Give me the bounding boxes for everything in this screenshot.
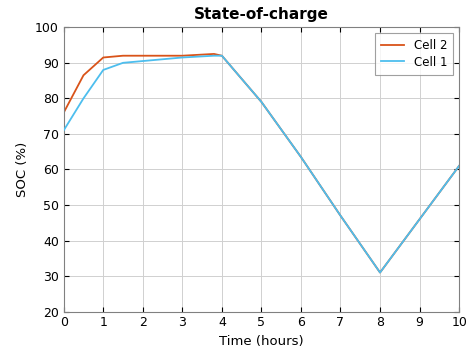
Cell 1 [417, 217, 422, 222]
Y-axis label: SOC (%): SOC (%) [17, 142, 29, 197]
Cell 2 [120, 54, 126, 58]
Cell 1 [61, 128, 66, 132]
Title: State-of-charge: State-of-charge [194, 7, 329, 22]
Cell 2 [456, 164, 462, 168]
Cell 1 [81, 96, 86, 100]
X-axis label: Time (hours): Time (hours) [219, 335, 304, 348]
Legend: Cell 2, Cell 1: Cell 2, Cell 1 [375, 33, 453, 75]
Cell 2 [61, 110, 66, 115]
Cell 2 [337, 214, 343, 218]
Cell 2 [219, 54, 225, 58]
Cell 2 [298, 155, 304, 159]
Cell 2 [81, 73, 86, 77]
Cell 1 [180, 55, 185, 60]
Line: Cell 2: Cell 2 [64, 54, 459, 273]
Cell 1 [160, 57, 165, 61]
Cell 2 [377, 271, 383, 275]
Cell 1 [140, 59, 146, 63]
Line: Cell 1: Cell 1 [64, 56, 459, 273]
Cell 1 [298, 155, 304, 159]
Cell 2 [160, 54, 165, 58]
Cell 2 [259, 100, 264, 104]
Cell 1 [120, 61, 126, 65]
Cell 2 [211, 52, 217, 56]
Cell 1 [100, 68, 106, 72]
Cell 1 [337, 214, 343, 218]
Cell 1 [259, 100, 264, 104]
Cell 1 [456, 164, 462, 168]
Cell 1 [219, 54, 225, 58]
Cell 1 [377, 271, 383, 275]
Cell 2 [417, 217, 422, 222]
Cell 2 [180, 54, 185, 58]
Cell 2 [140, 54, 146, 58]
Cell 1 [211, 54, 217, 58]
Cell 2 [100, 55, 106, 60]
